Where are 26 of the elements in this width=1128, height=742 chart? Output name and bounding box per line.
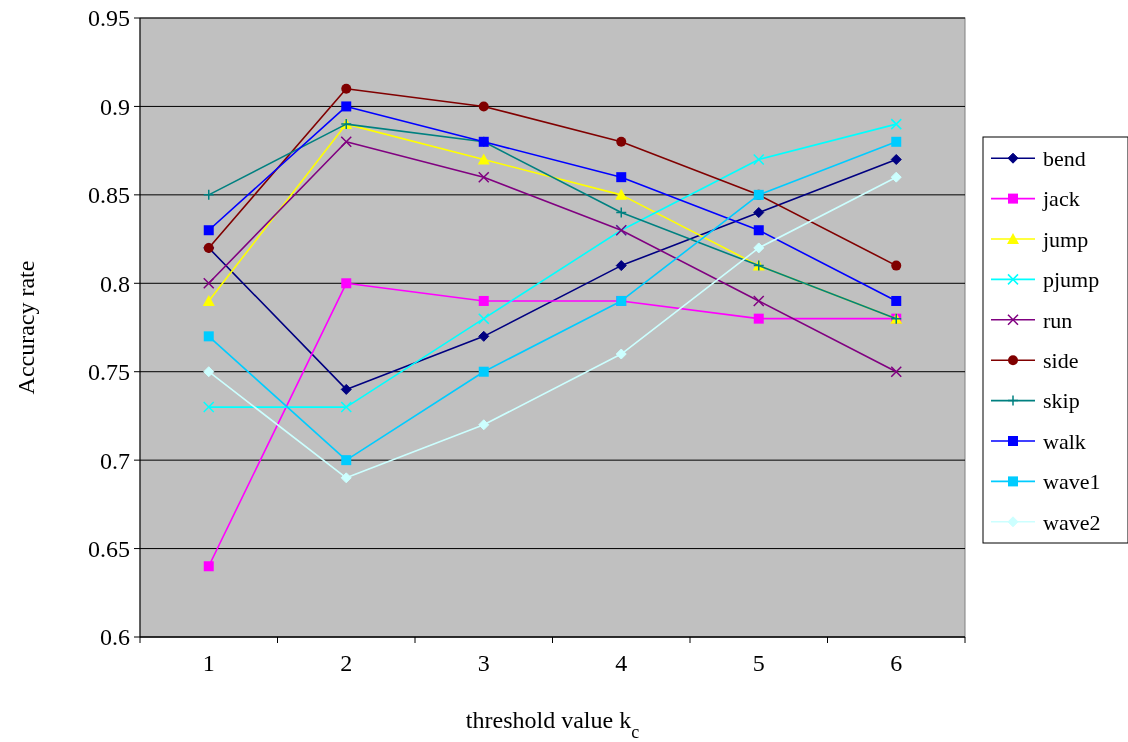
legend-label: jack — [1042, 186, 1080, 212]
y-tick-label: 0.7 — [100, 447, 130, 474]
legend-label: wave2 — [1043, 509, 1101, 535]
y-tick-label: 0.95 — [88, 5, 130, 32]
legend-label: side — [1043, 347, 1079, 373]
x-tick-label: 2 — [340, 650, 353, 676]
x-tick-label: 1 — [202, 650, 215, 676]
legend-label: wave1 — [1043, 469, 1101, 495]
x-tick-label: 5 — [752, 650, 765, 676]
legend-label: bend — [1043, 145, 1086, 171]
y-tick-label: 0.6 — [100, 624, 130, 651]
y-tick-label: 0.8 — [100, 270, 130, 297]
legend-label: run — [1043, 307, 1073, 333]
legend-label: jump — [1042, 226, 1089, 252]
y-tick-label: 0.65 — [88, 535, 130, 562]
y-tick-label: 0.85 — [88, 182, 130, 209]
x-tick-label: 3 — [477, 650, 490, 676]
x-tick-label: 4 — [615, 650, 628, 676]
y-tick-label: 0.9 — [100, 93, 130, 120]
legend-label: walk — [1043, 428, 1086, 454]
y-tick-label: 0.75 — [88, 359, 130, 386]
x-axis-title: threshold value k$_{c}$ — [465, 707, 640, 742]
x-tick-label: 6 — [890, 650, 903, 676]
legend-label: skip — [1043, 388, 1080, 414]
legend-label: pjump — [1043, 267, 1100, 293]
y-axis-title: Accuracy rate — [13, 260, 39, 395]
